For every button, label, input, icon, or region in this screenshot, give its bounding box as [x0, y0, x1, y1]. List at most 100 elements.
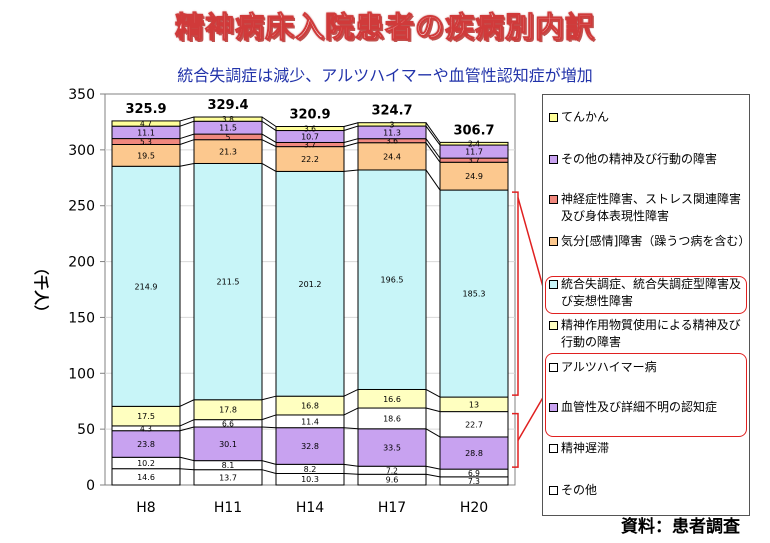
bars: 14.610.223.84.317.5214.919.55.311.14.732…	[111, 98, 509, 486]
bar-segment	[439, 189, 509, 398]
data-label: 13	[469, 400, 479, 409]
legend-item: その他	[549, 482, 745, 499]
legend-item: 精神遅滞	[549, 440, 745, 457]
chart-subtitle: 統合失調症は減少、アルツハイマーや血管性認知症が増加	[177, 66, 593, 85]
bar-segment	[193, 426, 263, 462]
y-tick-label: 0	[86, 478, 95, 494]
legend-swatch	[549, 444, 558, 453]
y-tick-label: 200	[68, 255, 95, 271]
legend: てんかん その他の精神及び行動の障害 神経症性障害、ストレス関連障害及び身体表現性障…	[542, 94, 750, 516]
legend-swatch	[549, 363, 558, 372]
data-label: 18.6	[383, 414, 401, 423]
legend-swatch	[549, 280, 558, 289]
total-label: 320.9	[289, 108, 330, 123]
connector-line	[179, 116, 195, 122]
data-label: 2.4	[468, 140, 480, 149]
connector-line	[261, 120, 277, 131]
legend-label: 気分[感情]障害（躁うつ病を含む）	[561, 234, 751, 248]
x-tick-label: H14	[296, 500, 324, 516]
connector-line	[425, 407, 441, 413]
data-label: 9.6	[386, 476, 399, 485]
data-label: 185.3	[463, 290, 486, 299]
bar-segment	[111, 165, 181, 407]
y-tick-label: 250	[68, 199, 95, 215]
y-tick-label: 100	[68, 366, 95, 382]
connector-line	[425, 389, 441, 398]
data-label: 4.3	[140, 424, 152, 433]
connector-line	[343, 463, 359, 467]
data-label: 211.5	[217, 278, 240, 287]
source-note: 資料：患者調査	[621, 517, 740, 537]
connector-line	[343, 472, 359, 475]
legend-item: 気分[感情]障害（躁うつ病を含む）	[549, 233, 751, 250]
legend-swatch	[549, 237, 558, 246]
connector-line	[343, 142, 359, 148]
data-label: 17.8	[219, 406, 237, 415]
y-tick-label: 350	[68, 87, 95, 103]
data-label: 196.5	[381, 276, 404, 285]
legend-label: 精神遅滞	[561, 441, 610, 455]
data-label: 19.5	[137, 151, 155, 160]
connector-line	[343, 407, 359, 416]
data-label: 11.5	[219, 124, 237, 133]
connector-line	[425, 122, 441, 143]
data-label: 24.4	[383, 152, 401, 161]
legend-item: 血管性及び詳細不明の認知症	[549, 399, 745, 416]
legend-label: その他	[561, 483, 598, 497]
bar-segment	[439, 161, 509, 191]
bar-segment	[357, 122, 427, 127]
y-axis: 0 50 100 150 200 250 300 350	[68, 87, 105, 494]
connector-line	[261, 469, 277, 474]
connector-line	[261, 426, 277, 429]
connector-line	[343, 125, 359, 132]
y-tick-label: 300	[68, 143, 95, 159]
connector-line	[179, 419, 195, 427]
data-label: 21.3	[219, 148, 237, 157]
data-label: 3.6	[304, 125, 316, 134]
data-label: 11.1	[137, 128, 155, 137]
connector-line	[425, 473, 441, 478]
legend-label: アルツハイマー病	[561, 360, 657, 374]
connector-line	[425, 428, 441, 438]
bar-segment	[275, 427, 345, 465]
legend-swatch	[549, 486, 558, 495]
data-label: 11.7	[465, 148, 483, 157]
connector-line	[261, 116, 277, 127]
connector-line	[343, 122, 359, 127]
bar-segment	[193, 116, 263, 122]
legend-swatch	[549, 195, 558, 204]
bar-segment	[193, 162, 263, 401]
legend-highlight-schizophrenia	[545, 276, 747, 314]
legend-item: てんかん	[549, 109, 745, 126]
connector-line	[425, 465, 441, 470]
connector-line	[179, 399, 195, 407]
y-tick-label: 50	[77, 422, 95, 438]
connector-line	[343, 427, 359, 430]
data-label: 10.3	[301, 475, 319, 484]
data-label: 23.8	[137, 440, 155, 449]
data-label: 6.6	[222, 419, 234, 428]
legend-label: 統合失調症、統合失調症型障害及び妄想性障害	[561, 277, 742, 308]
data-label: 24.9	[465, 172, 483, 181]
data-label: 16.6	[383, 395, 401, 404]
connector-line	[425, 138, 441, 159]
legend-item: その他の精神及び行動の障害	[549, 151, 745, 168]
connector-line	[261, 395, 277, 401]
legend-swatch	[549, 403, 558, 412]
data-label: 6.9	[468, 469, 480, 478]
data-label: 7.3	[468, 477, 480, 486]
dementia-link	[517, 393, 546, 441]
data-label: 16.8	[301, 402, 319, 411]
total-label: 324.7	[371, 104, 412, 119]
connector-line	[179, 426, 195, 432]
total-label: 325.9	[125, 102, 166, 117]
legend-swatch	[549, 321, 558, 330]
connector-line	[425, 142, 441, 163]
data-label: 30.1	[219, 440, 237, 449]
data-label: 28.8	[465, 449, 483, 458]
legend-label: その他の精神及び行動の障害	[561, 152, 718, 166]
data-label: 3.7	[468, 156, 480, 165]
bar-segment	[111, 120, 181, 127]
x-tick-label: H11	[214, 500, 242, 516]
